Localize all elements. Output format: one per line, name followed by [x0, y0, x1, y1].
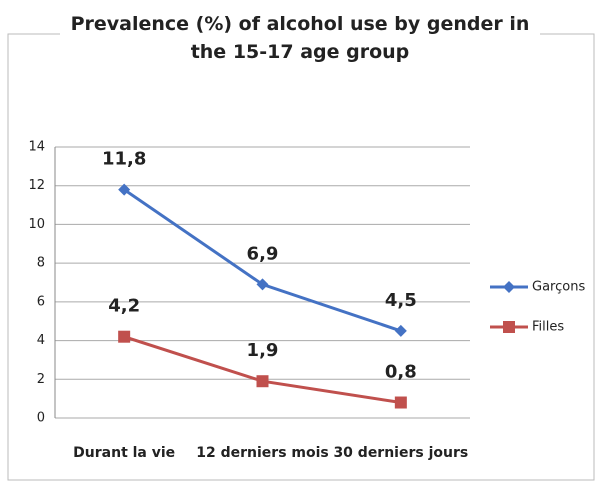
data-label: 1,9 — [247, 340, 279, 361]
y-tick-label: 12 — [28, 178, 45, 193]
x-tick-label: 12 derniers mois — [196, 445, 329, 461]
y-tick-label: 2 — [37, 372, 45, 387]
y-tick-label: 6 — [37, 294, 45, 309]
y-tick-label: 10 — [28, 217, 45, 232]
frame — [7, 33, 595, 481]
point — [256, 278, 269, 291]
legend-label: Filles — [532, 320, 564, 335]
legend-marker — [503, 321, 515, 333]
point — [118, 330, 131, 343]
legend-marker — [503, 281, 515, 293]
data-label: 6,9 — [247, 243, 279, 264]
x-tick-label: Durant la vie — [73, 445, 175, 461]
y-tick-label: 0 — [37, 411, 45, 426]
point — [118, 183, 131, 196]
x-tick-label: 30 derniers jours — [333, 445, 468, 461]
point — [256, 375, 269, 388]
data-label: 4,5 — [385, 290, 417, 311]
y-tick-label: 8 — [37, 256, 45, 271]
point — [394, 324, 407, 337]
legend-label: Garçons — [532, 280, 585, 295]
point — [394, 396, 407, 409]
y-tick-label: 14 — [28, 140, 45, 155]
data-label: 4,2 — [108, 296, 140, 317]
y-tick-label: 4 — [37, 333, 45, 348]
data-label: 11,8 — [102, 149, 146, 170]
data-label: 0,8 — [385, 362, 417, 383]
chart-title: Prevalence (%) of alcohol use by gender … — [60, 10, 540, 66]
